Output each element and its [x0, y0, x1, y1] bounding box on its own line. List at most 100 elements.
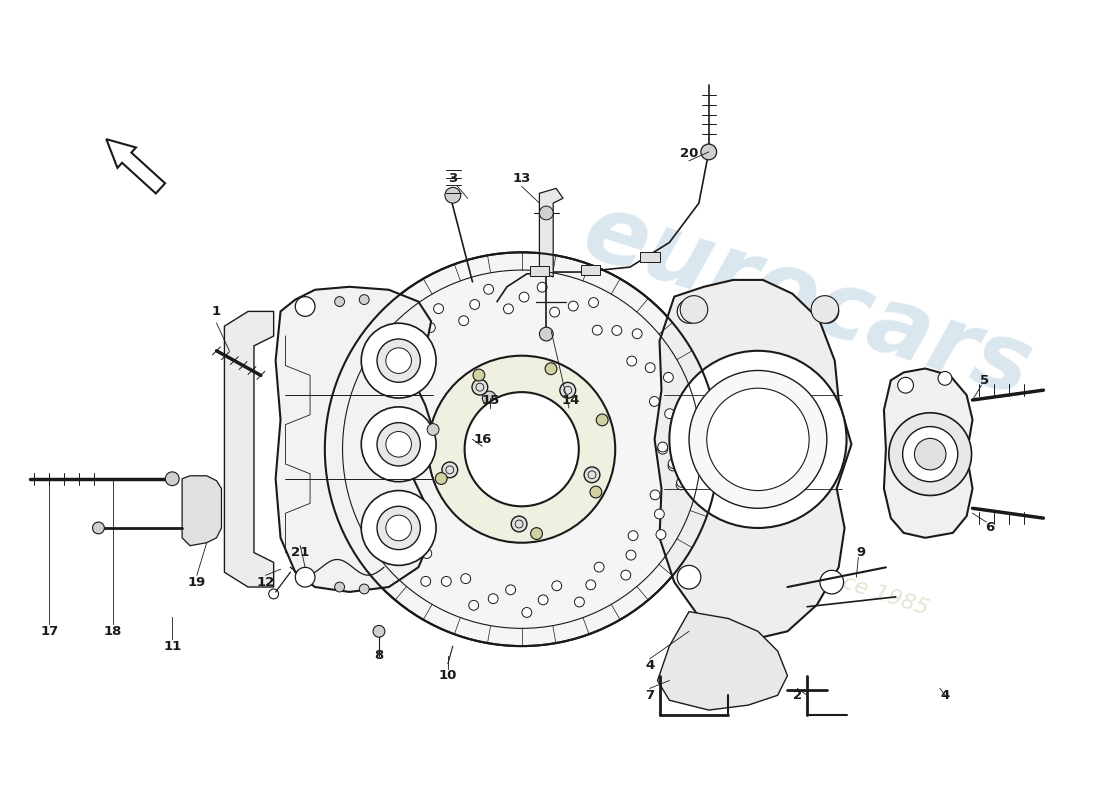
Circle shape: [376, 502, 386, 512]
Circle shape: [393, 338, 403, 348]
Circle shape: [596, 414, 608, 426]
Circle shape: [360, 490, 370, 500]
Text: 18: 18: [104, 625, 122, 638]
Circle shape: [472, 379, 487, 395]
Circle shape: [588, 298, 598, 307]
Text: 3: 3: [448, 172, 458, 185]
Bar: [581, 265, 601, 275]
Circle shape: [584, 467, 600, 482]
Circle shape: [464, 392, 579, 506]
Circle shape: [360, 584, 370, 594]
Circle shape: [701, 144, 716, 160]
Circle shape: [506, 585, 516, 594]
Circle shape: [560, 382, 575, 398]
Polygon shape: [539, 188, 563, 277]
Polygon shape: [224, 311, 274, 587]
Circle shape: [295, 567, 315, 587]
Circle shape: [386, 515, 411, 541]
Circle shape: [914, 438, 946, 470]
Circle shape: [550, 307, 560, 317]
Text: 2: 2: [793, 689, 802, 702]
Circle shape: [620, 570, 630, 580]
Circle shape: [377, 506, 420, 550]
Circle shape: [422, 549, 431, 558]
Text: 16: 16: [473, 433, 492, 446]
Circle shape: [403, 545, 412, 554]
Circle shape: [390, 358, 400, 369]
Circle shape: [393, 378, 402, 388]
Circle shape: [370, 404, 379, 414]
Circle shape: [664, 409, 674, 418]
Text: 4: 4: [940, 689, 949, 702]
Text: 10: 10: [439, 669, 458, 682]
Text: 13: 13: [513, 172, 531, 185]
Polygon shape: [658, 612, 788, 710]
Bar: [529, 266, 549, 276]
Circle shape: [377, 422, 387, 432]
Circle shape: [92, 522, 104, 534]
Circle shape: [427, 424, 439, 435]
Circle shape: [373, 626, 385, 638]
Circle shape: [519, 292, 529, 302]
Circle shape: [903, 426, 958, 482]
Circle shape: [530, 528, 542, 539]
Text: 19: 19: [188, 576, 206, 589]
Circle shape: [552, 581, 562, 590]
Circle shape: [569, 301, 579, 311]
Circle shape: [459, 316, 469, 326]
Circle shape: [365, 384, 375, 394]
Circle shape: [428, 356, 615, 542]
Text: 1: 1: [212, 305, 221, 318]
Circle shape: [537, 282, 547, 292]
Circle shape: [612, 326, 621, 335]
Circle shape: [658, 442, 668, 452]
Circle shape: [626, 550, 636, 560]
Circle shape: [538, 595, 548, 605]
Circle shape: [361, 407, 436, 482]
Circle shape: [680, 296, 707, 323]
Text: 7: 7: [645, 689, 654, 702]
Text: 5: 5: [980, 374, 989, 387]
Text: eurocars: eurocars: [572, 186, 1043, 418]
Circle shape: [461, 574, 471, 583]
Circle shape: [426, 322, 436, 333]
Text: 20: 20: [680, 147, 698, 161]
Text: 9: 9: [857, 546, 866, 559]
Circle shape: [546, 363, 557, 374]
Circle shape: [386, 348, 411, 374]
Circle shape: [650, 490, 660, 500]
Circle shape: [165, 472, 179, 486]
Circle shape: [442, 462, 458, 478]
Circle shape: [473, 369, 485, 381]
Circle shape: [365, 454, 375, 464]
Text: 11: 11: [163, 639, 182, 653]
Text: 17: 17: [40, 625, 58, 638]
Text: 12: 12: [256, 576, 275, 589]
Circle shape: [484, 284, 494, 294]
Text: 6: 6: [984, 522, 994, 534]
Circle shape: [646, 362, 656, 373]
Circle shape: [707, 388, 810, 490]
Polygon shape: [183, 476, 221, 546]
Circle shape: [938, 371, 952, 386]
Circle shape: [393, 512, 403, 522]
Circle shape: [295, 297, 315, 316]
Circle shape: [421, 577, 430, 586]
Circle shape: [436, 473, 447, 485]
Circle shape: [488, 594, 498, 604]
Text: 8: 8: [374, 650, 384, 662]
Text: 21: 21: [292, 546, 309, 559]
Text: 15: 15: [481, 394, 499, 406]
Circle shape: [678, 566, 701, 589]
Circle shape: [521, 607, 531, 618]
Polygon shape: [884, 369, 972, 538]
Circle shape: [470, 299, 480, 310]
Circle shape: [649, 397, 659, 406]
Circle shape: [383, 538, 393, 548]
Circle shape: [889, 413, 971, 495]
Polygon shape: [654, 280, 851, 638]
Circle shape: [378, 469, 387, 478]
Circle shape: [669, 458, 678, 469]
Circle shape: [676, 478, 686, 487]
Circle shape: [663, 373, 673, 382]
